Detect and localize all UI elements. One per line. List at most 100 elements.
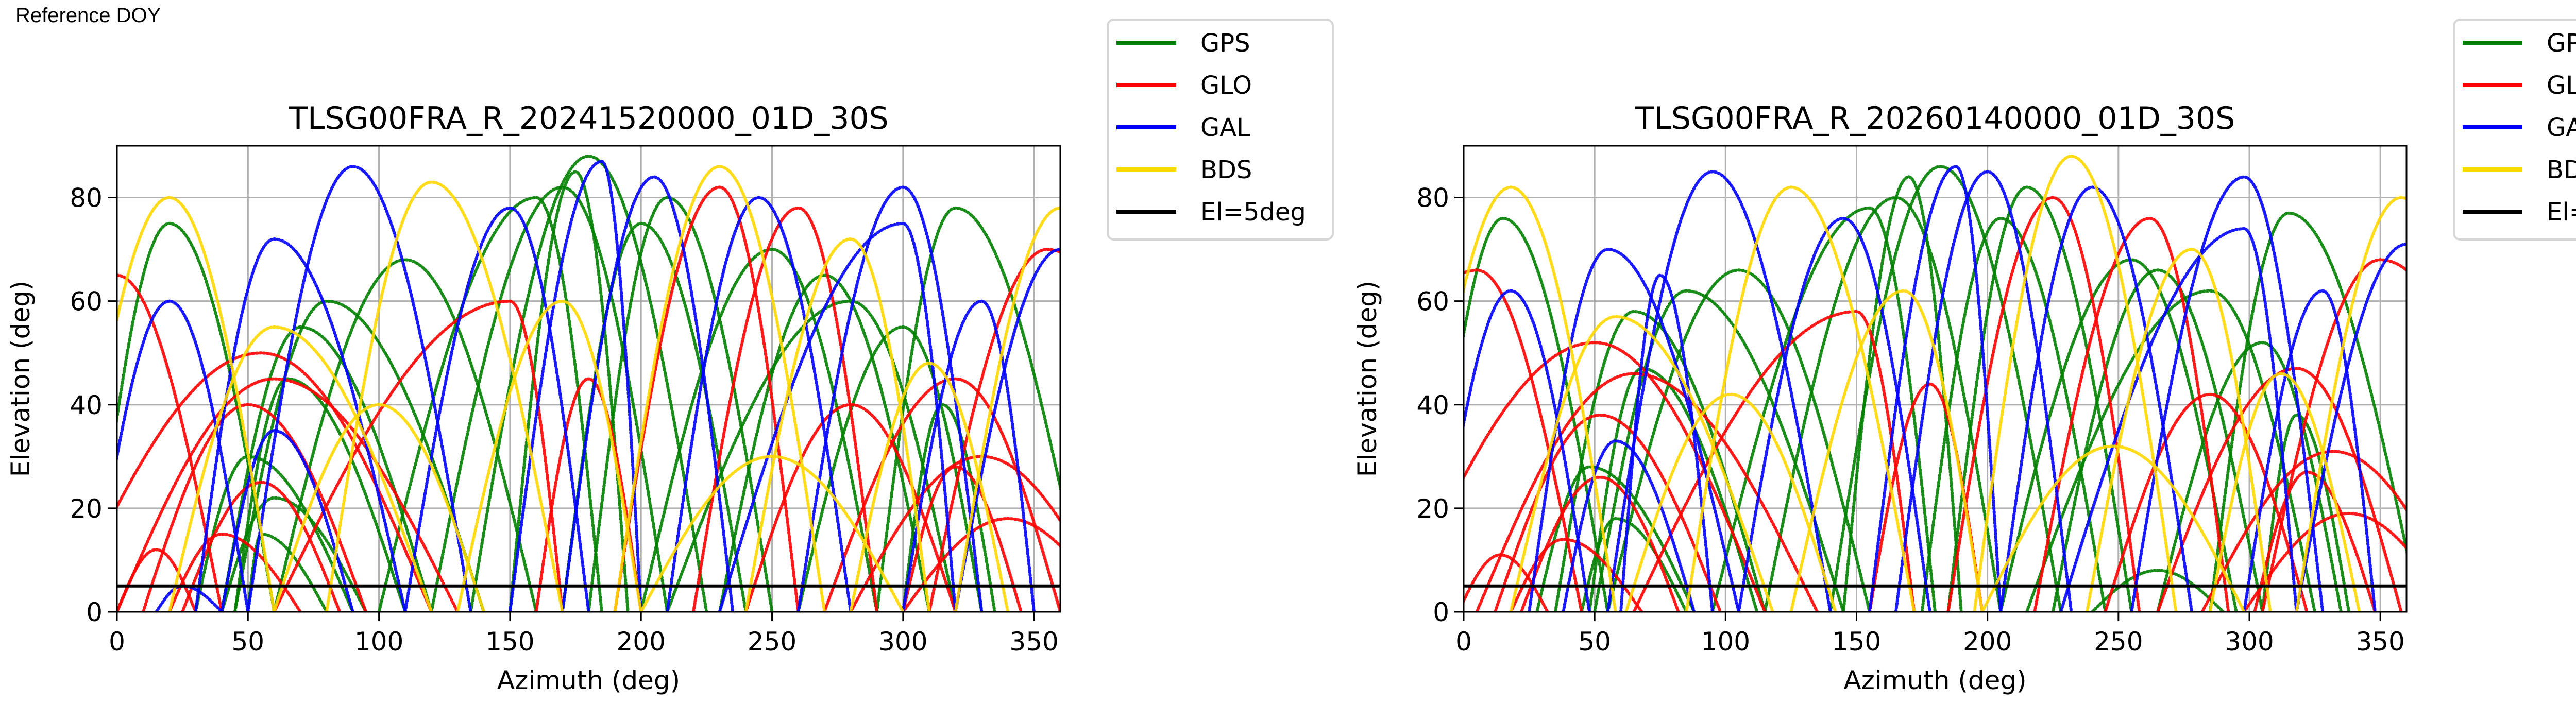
legend-label: El=5deg <box>2547 198 2576 227</box>
track-bds <box>117 196 276 612</box>
track-gal <box>403 206 590 612</box>
track-gal <box>1868 165 2003 612</box>
track-gps <box>1710 206 1937 612</box>
track-bds <box>1685 185 1916 612</box>
legend: GPS GLO GAL BDS El=5deg <box>1107 19 1334 241</box>
track-gal <box>954 248 1060 612</box>
track-gal <box>2295 243 2406 612</box>
track-glo <box>1475 372 1819 612</box>
track-gal <box>1894 170 2073 612</box>
track-glo <box>1519 475 1680 612</box>
track-glo <box>181 481 342 612</box>
track-glo <box>691 206 878 612</box>
legend-item-glo: GLO <box>2463 71 2576 100</box>
chart-title: TLSG00FRA_R_20241520000_01D_30S <box>288 100 888 136</box>
legend-item-bds: BDS <box>1116 156 1252 184</box>
track-gal <box>1999 185 2194 612</box>
legend-box <box>1107 19 1334 241</box>
y-tick-label: 60 <box>1416 287 1449 317</box>
x-tick-label: 350 <box>2355 627 2404 657</box>
track-gps <box>2156 341 2343 612</box>
legend-item-gps: GPS <box>2463 29 2576 58</box>
track-gal <box>2059 227 2298 612</box>
y-axis-label: Elevation (deg) <box>6 281 36 477</box>
track-gal <box>1619 273 1714 612</box>
x-tick-label: 300 <box>2225 627 2274 657</box>
track-bds <box>849 362 1010 612</box>
track-gps <box>273 258 538 612</box>
chart-title: TLSG00FRA_R_20260140000_01D_30S <box>1635 100 2235 136</box>
y-tick-label: 40 <box>70 390 103 420</box>
track-gps <box>508 170 630 612</box>
legend-label: El=5deg <box>1200 198 1306 227</box>
legend-item-el-5deg: El=5deg <box>1116 198 1306 227</box>
track-gps <box>587 196 774 612</box>
y-tick-label: 0 <box>86 597 103 627</box>
track-gps <box>377 196 603 612</box>
track-gps <box>430 185 669 612</box>
x-tick-label: 150 <box>1832 627 1881 657</box>
track-glo <box>2242 511 2406 612</box>
track-gps <box>1763 196 2003 612</box>
x-axis-label: Azimuth (deg) <box>497 665 680 695</box>
track-bds <box>1980 444 2246 612</box>
x-tick-label: 150 <box>485 627 534 657</box>
x-tick-label: 300 <box>878 627 927 657</box>
track-gps <box>1828 165 2062 612</box>
satellite-tracks <box>117 155 1060 612</box>
track-gal <box>901 299 1036 612</box>
legend-label: GPS <box>1200 29 1250 58</box>
track-bds <box>456 299 643 612</box>
track-gal <box>117 299 250 612</box>
track-bds <box>273 403 486 612</box>
track-glo <box>273 299 564 612</box>
track-gps <box>2025 289 2317 612</box>
legend-item-gps: GPS <box>1116 29 1250 58</box>
track-gps <box>117 221 276 612</box>
track-gal <box>246 165 472 612</box>
axes-frame <box>116 145 1061 613</box>
track-gps <box>666 299 957 612</box>
track-glo <box>1632 310 1916 612</box>
chart-2: 0 50 100 150 200 250 300 350 0 20 40 60 80 TLSG00FRA_… <box>1352 19 2576 695</box>
track-gal <box>561 175 735 612</box>
track-bds <box>2085 248 2272 612</box>
y-tick-label: 0 <box>1433 597 1449 627</box>
track-glo <box>1946 196 2141 612</box>
x-axis-label: Azimuth (deg) <box>1843 665 2026 695</box>
x-tick-label: 0 <box>1455 627 1472 657</box>
track-gal <box>1606 170 1832 612</box>
x-tick-label: 50 <box>231 627 264 657</box>
y-tick-label: 20 <box>70 494 103 524</box>
legend-item-gal: GAL <box>2463 113 2576 142</box>
x-tick-label: 250 <box>2094 627 2143 657</box>
x-tick-label: 100 <box>1701 627 1750 657</box>
track-glo <box>2033 216 2230 612</box>
legend-item-bds: BDS <box>2463 156 2576 184</box>
track-gps <box>1999 258 2238 612</box>
legend: GPS GLO GAL BDS El=5deg <box>2453 19 2576 241</box>
track-bds <box>1624 392 1837 612</box>
legend-box <box>2453 19 2576 241</box>
track-gps <box>2091 569 2225 612</box>
track-bds <box>325 180 564 612</box>
track-gal <box>2130 175 2325 612</box>
track-gps <box>718 273 931 612</box>
track-glo <box>2104 392 2309 612</box>
track-gps <box>1946 185 2133 612</box>
legend-label: GLO <box>1200 71 1252 100</box>
x-tick-label: 50 <box>1578 627 1611 657</box>
track-gal <box>2242 289 2377 612</box>
track-bds <box>2295 196 2406 612</box>
legend-label: GAL <box>1200 113 1250 142</box>
legend-item-glo: GLO <box>1116 71 1252 100</box>
x-tick-label: 250 <box>748 627 796 657</box>
track-glo <box>613 185 800 612</box>
track-gal <box>1464 289 1591 612</box>
track-bds <box>639 455 905 612</box>
legend-item-el-5deg: El=5deg <box>2463 198 2576 227</box>
track-bds <box>167 325 433 612</box>
legend-item-gal: GAL <box>1116 113 1250 142</box>
track-gps <box>469 155 708 612</box>
